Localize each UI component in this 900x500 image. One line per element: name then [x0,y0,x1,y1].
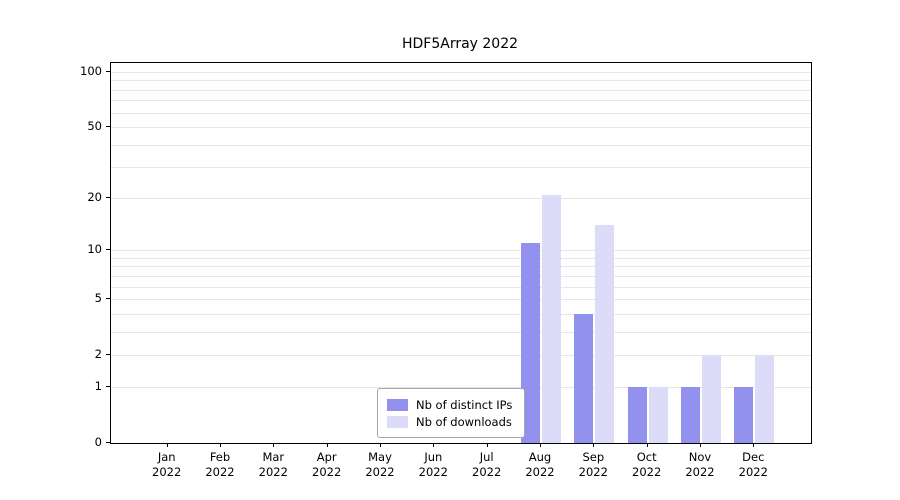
x-tick-mark [326,443,328,447]
y-tick-label: 20 [87,190,102,205]
legend-item-distinct-ips: Nb of distinct IPs [387,396,512,413]
bar-downloads-aug [542,194,561,443]
legend-swatch-distinct-ips [387,398,408,411]
x-tick-mark [380,443,381,447]
gridline [111,72,811,73]
x-tick-mark [540,443,541,447]
gridline [111,354,811,356]
gridline [111,166,811,168]
gridline [111,331,811,333]
gridline [111,250,811,252]
bar-downloads-sep [595,225,615,443]
x-tick-mark [220,443,221,447]
y-tick-mark [106,71,110,72]
legend-label-downloads: Nb of downloads [416,414,512,429]
y-tick-mark [106,386,110,388]
gridline [111,198,811,200]
y-tick-label: 100 [80,64,102,78]
x-tick-mark [273,443,275,447]
bar-ips-oct [627,387,647,443]
x-tick-mark [166,443,168,447]
chart-title: HDF5Array 2022 [401,36,519,52]
plot-area: Nb of distinct IPs Nb of downloads [110,62,812,444]
x-tick-mark [433,443,435,447]
gridline [111,266,811,268]
y-tick-label: 50 [87,118,102,133]
x-tick-mark [646,443,648,447]
bar-ips-dec [734,387,754,443]
x-tick-label: Oct 2022 [632,450,662,479]
x-tick-mark [753,443,755,447]
y-tick-mark [106,249,110,251]
x-tick-label: Jan 2022 [152,450,182,479]
x-tick-label: Apr 2022 [312,450,342,479]
x-tick-label: Aug 2022 [525,450,555,479]
bar-ips-sep [574,313,594,443]
legend-label-distinct-ips: Nb of distinct IPs [416,397,513,412]
x-tick-label: Sep 2022 [578,450,608,479]
bar-downloads-oct [648,387,668,443]
gridline [111,112,811,114]
gridline [111,286,811,288]
gridline [111,89,811,91]
x-tick-label: Nov 2022 [685,450,715,479]
gridline [111,313,811,315]
bar-downloads-dec [755,354,775,443]
gridline [111,299,811,300]
gridline [111,126,811,128]
y-tick-label: 2 [94,346,102,361]
y-tick-mark [106,353,110,355]
gridline [111,257,811,259]
y-tick-mark [106,442,110,443]
x-tick-label: Jun 2022 [418,450,448,479]
x-tick-mark [700,443,701,447]
legend-swatch-downloads [387,415,408,428]
x-tick-label: Dec 2022 [738,450,768,479]
y-tick-label: 10 [87,242,102,257]
gridline [111,144,811,146]
gridline [111,275,811,277]
y-tick-label: 5 [94,291,102,305]
x-tick-mark [486,443,488,447]
legend: Nb of distinct IPs Nb of downloads [377,388,526,438]
x-tick-mark [593,443,595,447]
y-tick-label: 0 [94,435,102,449]
gridline [111,80,811,82]
gridline [111,387,811,389]
x-tick-label: Mar 2022 [258,450,288,479]
bar-ips-aug [521,243,540,443]
legend-item-downloads: Nb of downloads [387,413,512,430]
bar-ips-nov [681,387,700,443]
y-tick-mark [106,197,110,199]
y-tick-label: 1 [94,379,102,394]
x-tick-label: Feb 2022 [205,450,235,479]
bar-downloads-nov [702,354,721,443]
gridline [111,100,811,102]
y-tick-mark [106,125,110,127]
y-tick-mark [106,298,110,299]
x-tick-label: Jul 2022 [472,450,502,479]
x-tick-label: May 2022 [365,450,395,479]
